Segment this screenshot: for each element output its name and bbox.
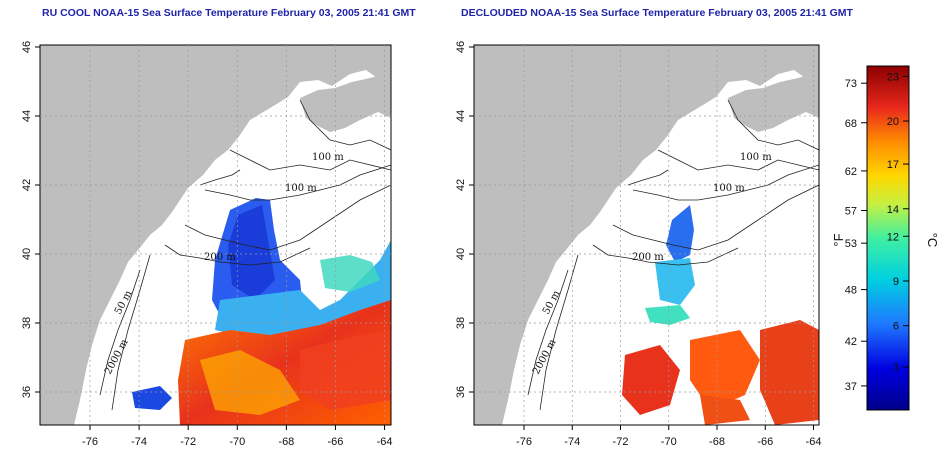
- right-lon-axis: -76 -74 -72 -70 -68 -66 -64: [516, 425, 821, 448]
- lon-tick-label: -66: [328, 436, 344, 448]
- lon-tick-label: -66: [757, 436, 773, 448]
- left-lon-axis: -76 -74 -72 -70 -68 -66 -64: [82, 425, 392, 448]
- fahrenheit-tick-label: 68: [845, 118, 857, 130]
- left-land-mass: [40, 45, 391, 425]
- lon-tick-label: -74: [564, 436, 580, 448]
- left-contour-label-100m-a: 100 m: [312, 152, 344, 163]
- fahrenheit-tick-label: 53: [845, 238, 857, 250]
- fahrenheit-tick-label: 48: [845, 285, 857, 297]
- celsius-unit-label: °C: [925, 233, 940, 248]
- celsius-tick-label: 20: [887, 116, 899, 128]
- left-lat-axis: 46 44 42 40 38 36: [21, 41, 40, 398]
- colorbar-gradient: [866, 65, 910, 411]
- lat-tick-label: 38: [455, 317, 467, 329]
- fahrenheit-tick-label: 62: [845, 166, 857, 178]
- lon-tick-label: -70: [229, 436, 245, 448]
- fahrenheit-tick-label: 37: [845, 381, 857, 393]
- colorbar-celsius-ticks: 23 20 17 14 12 9 6 3: [887, 71, 909, 374]
- lat-tick-label: 42: [21, 179, 33, 191]
- colorbar-fahrenheit-ticks: 73 68 62 57 53 48 42 37: [845, 78, 867, 393]
- right-nova-scotia: [728, 72, 819, 132]
- lon-tick-label: -64: [806, 436, 822, 448]
- lon-tick-label: -70: [661, 436, 677, 448]
- lon-tick-label: -72: [613, 436, 629, 448]
- left-graticule: [40, 45, 391, 425]
- fahrenheit-tick-label: 42: [845, 336, 857, 348]
- lon-tick-label: -68: [709, 436, 725, 448]
- lat-tick-label: 40: [21, 248, 33, 260]
- fahrenheit-tick-label: 73: [845, 78, 857, 90]
- lon-tick-label: -72: [180, 436, 196, 448]
- lat-tick-label: 36: [455, 386, 467, 398]
- right-contour-label-100m-a: 100 m: [740, 152, 772, 163]
- right-land-mass: [474, 45, 819, 425]
- celsius-tick-label: 12: [887, 231, 899, 243]
- lat-tick-label: 38: [21, 317, 33, 329]
- lon-tick-label: -68: [278, 436, 294, 448]
- temperature-colorbar: 73 68 62 57 53 48 42 37 23 20 17 14 12 9 6 3 °F °C: [831, 65, 940, 411]
- right-lat-axis: 46 44 42 40 38 36: [455, 41, 474, 398]
- lat-tick-label: 40: [455, 248, 467, 260]
- celsius-tick-label: 14: [887, 204, 899, 216]
- left-contour-label-100m-b: 100 m: [285, 183, 317, 194]
- fahrenheit-tick-label: 57: [845, 205, 857, 217]
- lat-tick-label: 36: [21, 386, 33, 398]
- celsius-tick-label: 3: [893, 362, 899, 374]
- lon-tick-label: -64: [377, 436, 393, 448]
- left-contour-label-200m: 200 m: [204, 252, 236, 263]
- lat-tick-label: 42: [455, 179, 467, 191]
- lat-tick-label: 46: [21, 41, 33, 53]
- left-map-frame: [39, 44, 392, 426]
- lat-tick-label: 44: [21, 110, 33, 122]
- celsius-tick-label: 9: [893, 276, 899, 288]
- fahrenheit-unit-label: °F: [831, 233, 846, 246]
- right-bathymetry-contours: [527, 99, 819, 411]
- celsius-tick-label: 23: [887, 71, 899, 83]
- lon-tick-label: -76: [82, 436, 98, 448]
- right-map: 46 44 42 40 38 36 -76 -74 -72 -70 -68 -66 -64 100 m…: [455, 41, 821, 448]
- right-contour-label-100m-b: 100 m: [713, 183, 745, 194]
- celsius-tick-label: 17: [887, 159, 899, 171]
- left-map: 46 44 42 40 38 36 -76 -74 -72 -70 -68 -66 -64 100 m…: [21, 41, 392, 448]
- right-sst-field: [622, 205, 819, 425]
- celsius-tick-label: 6: [893, 321, 899, 333]
- lon-tick-label: -76: [516, 436, 532, 448]
- right-graticule: [474, 45, 819, 425]
- lat-tick-label: 46: [455, 41, 467, 53]
- left-sst-field: [132, 198, 391, 425]
- lon-tick-label: -74: [131, 436, 147, 448]
- right-map-frame: [473, 44, 820, 426]
- left-bathymetry-contours: [99, 99, 391, 411]
- right-map-title: DECLOUDED NOAA-15 Sea Surface Temperatur…: [461, 7, 853, 19]
- left-map-title: RU COOL NOAA-15 Sea Surface Temperature …: [42, 7, 416, 19]
- right-contour-label-200m: 200 m: [632, 252, 664, 263]
- left-nova-scotia: [300, 72, 391, 132]
- lat-tick-label: 44: [455, 110, 467, 122]
